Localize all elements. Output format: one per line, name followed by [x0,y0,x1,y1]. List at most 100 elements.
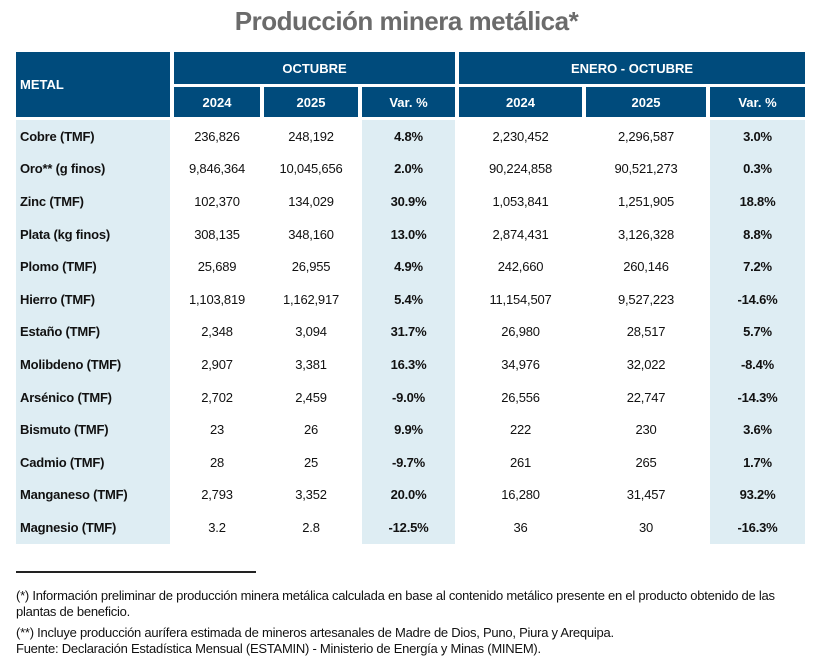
metal-name: Hierro (TMF) [16,282,170,316]
oct-var-value: 30.9% [362,185,455,218]
oct-2025-value: 2.8 [302,519,320,535]
ytd-2025-value: 90,521,273 [614,161,678,177]
ytd-var-value: 1.7% [710,445,805,479]
oct-2024-value: 9,846,364 [188,161,246,177]
ytd-2024-value: 242,660 [497,259,544,275]
ytd-var-value: -16.3% [710,511,805,544]
oct-2024-value: 25,689 [197,259,237,275]
ytd-2024-value: 16,280 [501,487,540,503]
footnote-divider [16,571,256,573]
header-ytd-2025: 2025 [586,87,706,117]
header-oct-2025: 2025 [264,87,358,117]
footnotes: (*) Información preliminar de producción… [16,588,806,656]
ytd-var-value: -14.3% [710,380,805,414]
metal-name: Arsénico (TMF) [16,380,170,414]
oct-2025-value: 3,352 [295,487,327,503]
ytd-2024-value: 34,976 [501,356,540,372]
ytd-2025-value: 22,747 [626,389,666,405]
ytd-2025-value: 265 [635,454,657,470]
ytd-var-value: 7.2% [710,250,805,283]
oct-var-value: -9.7% [362,445,455,479]
oct-2024-value: 28 [209,454,225,470]
ytd-2024-value: 222 [509,422,532,438]
oct-2025-value: 1,162,917 [282,291,340,307]
oct-var-value: -12.5% [362,511,455,544]
oct-2024-value: 2,793 [201,487,233,503]
ytd-2024-value: 11,154,507 [489,291,552,307]
oct-2025-value: 248,192 [288,128,334,144]
ytd-var-value: -8.4% [710,348,805,381]
header-ytd-2024: 2024 [459,87,582,117]
oct-2024-value: 2,348 [201,324,233,340]
oct-2024-value: 2,702 [201,389,233,405]
oct-var-value: 4.9% [362,250,455,283]
metal-name: Manganeso (TMF) [16,478,170,512]
ytd-2025-value: 30 [638,519,654,535]
ytd-2024-value: 36 [513,519,528,535]
ytd-2024-value: 261 [509,454,532,470]
metal-name: Estaño (TMF) [16,315,170,349]
oct-2024-value: 1,103,819 [188,291,246,307]
ytd-var-value: -14.6% [710,282,805,316]
oct-var-value: 20.0% [362,478,455,512]
footnote-source: Fuente: Declaración Estadística Mensual … [16,640,541,656]
ytd-2025-value: 1,251,905 [617,193,675,209]
oct-2025-value: 134,029 [288,193,334,209]
metal-name: Bismuto (TMF) [16,413,170,446]
ytd-2024-value: 26,556 [501,389,540,405]
ytd-2025-value: 9,527,223 [617,291,675,307]
metal-name: Plata (kg finos) [16,217,170,251]
header-oct-var: Var. % [362,87,455,117]
header-ytd-var: Var. % [710,87,805,117]
header-oct-2024: 2024 [174,87,260,117]
ytd-2024-value: 1,053,841 [492,193,549,209]
metal-name: Zinc (TMF) [16,185,170,218]
oct-2025-value: 2,459 [295,389,327,405]
oct-var-value: 4.8% [362,120,455,153]
ytd-2024-value: 2,874,431 [492,226,549,242]
ytd-2025-value: 32,022 [626,356,666,372]
oct-2025-value: 3,094 [295,324,327,340]
page-title: Producción minera metálica* [234,6,579,36]
footnote-gold: (**) Incluye producción aurífera estimad… [16,625,614,640]
oct-var-value: -9.0% [362,380,455,414]
oct-2025-value: 26,955 [291,259,331,275]
metal-name: Cadmio (TMF) [16,445,170,479]
ytd-2024-value: 26,980 [501,324,540,340]
oct-var-value: 16.3% [362,348,455,381]
metal-name: Oro** (g finos) [16,152,170,186]
ytd-2025-value: 260,146 [623,259,669,275]
oct-2025-value: 10,045,656 [279,161,343,177]
oct-2024-value: 23 [209,422,225,438]
ytd-2024-value: 2,230,452 [492,128,549,144]
oct-var-value: 5.4% [362,282,455,316]
metal-name: Molibdeno (TMF) [16,348,170,381]
ytd-var-value: 18.8% [710,185,805,218]
ytd-2024-value: 90,224,858 [488,161,553,177]
ytd-2025-value: 230 [635,422,657,438]
oct-2024-value: 102,370 [194,193,240,209]
oct-2025-value: 3,381 [295,356,327,372]
oct-2024-value: 308,135 [194,226,240,242]
ytd-2025-value: 3,126,328 [617,226,675,242]
ytd-2025-value: 31,457 [626,487,666,503]
ytd-var-value: 3.0% [710,120,805,153]
metal-name: Magnesio (TMF) [16,511,170,544]
metal-name: Cobre (TMF) [16,120,170,153]
ytd-2025-value: 2,296,587 [617,128,675,144]
header-octubre: OCTUBRE [174,52,455,84]
oct-var-value: 9.9% [362,413,455,446]
ytd-var-value: 0.3% [710,152,805,186]
ytd-var-value: 8.8% [710,217,805,251]
oct-2024-value: 3.2 [208,519,226,535]
oct-2025-value: 26 [303,422,319,438]
header-metal: METAL [16,52,170,117]
oct-2024-value: 236,826 [194,128,240,144]
ytd-var-value: 5.7% [710,315,805,349]
production-table: METAL OCTUBRE ENERO - OCTUBRE 2024 2025 … [16,52,805,544]
oct-var-value: 2.0% [362,152,455,186]
oct-2025-value: 25 [303,454,319,470]
ytd-var-value: 3.6% [710,413,805,446]
oct-var-value: 13.0% [362,217,455,251]
footnote-preliminary: (*) Información preliminar de producción… [16,588,775,619]
